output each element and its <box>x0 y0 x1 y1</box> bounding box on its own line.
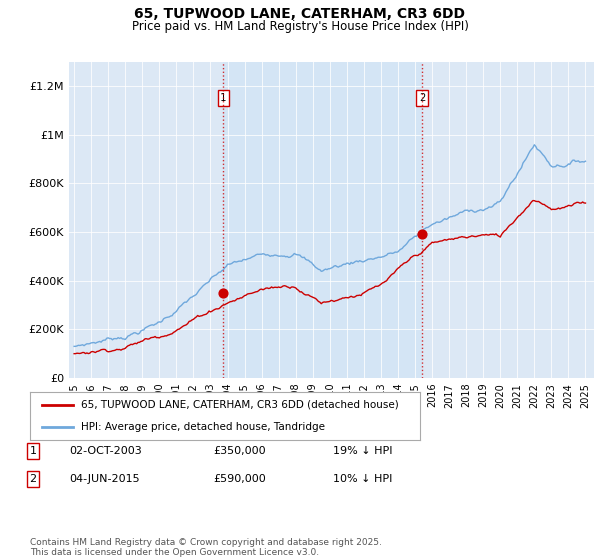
Text: HPI: Average price, detached house, Tandridge: HPI: Average price, detached house, Tand… <box>81 422 325 432</box>
Text: Contains HM Land Registry data © Crown copyright and database right 2025.
This d: Contains HM Land Registry data © Crown c… <box>30 538 382 557</box>
Text: £350,000: £350,000 <box>213 446 266 456</box>
Text: 65, TUPWOOD LANE, CATERHAM, CR3 6DD: 65, TUPWOOD LANE, CATERHAM, CR3 6DD <box>134 7 466 21</box>
Text: 2: 2 <box>29 474 37 484</box>
Point <box>218 288 228 297</box>
Text: 02-OCT-2003: 02-OCT-2003 <box>69 446 142 456</box>
Text: Price paid vs. HM Land Registry's House Price Index (HPI): Price paid vs. HM Land Registry's House … <box>131 20 469 32</box>
Text: 65, TUPWOOD LANE, CATERHAM, CR3 6DD (detached house): 65, TUPWOOD LANE, CATERHAM, CR3 6DD (det… <box>81 400 398 410</box>
Point <box>418 230 427 239</box>
Text: 19% ↓ HPI: 19% ↓ HPI <box>333 446 392 456</box>
Text: 04-JUN-2015: 04-JUN-2015 <box>69 474 140 484</box>
Text: 2: 2 <box>419 93 425 103</box>
Text: 1: 1 <box>29 446 37 456</box>
Text: 10% ↓ HPI: 10% ↓ HPI <box>333 474 392 484</box>
Text: 1: 1 <box>220 93 226 103</box>
Bar <box>223 62 422 378</box>
Text: £590,000: £590,000 <box>213 474 266 484</box>
